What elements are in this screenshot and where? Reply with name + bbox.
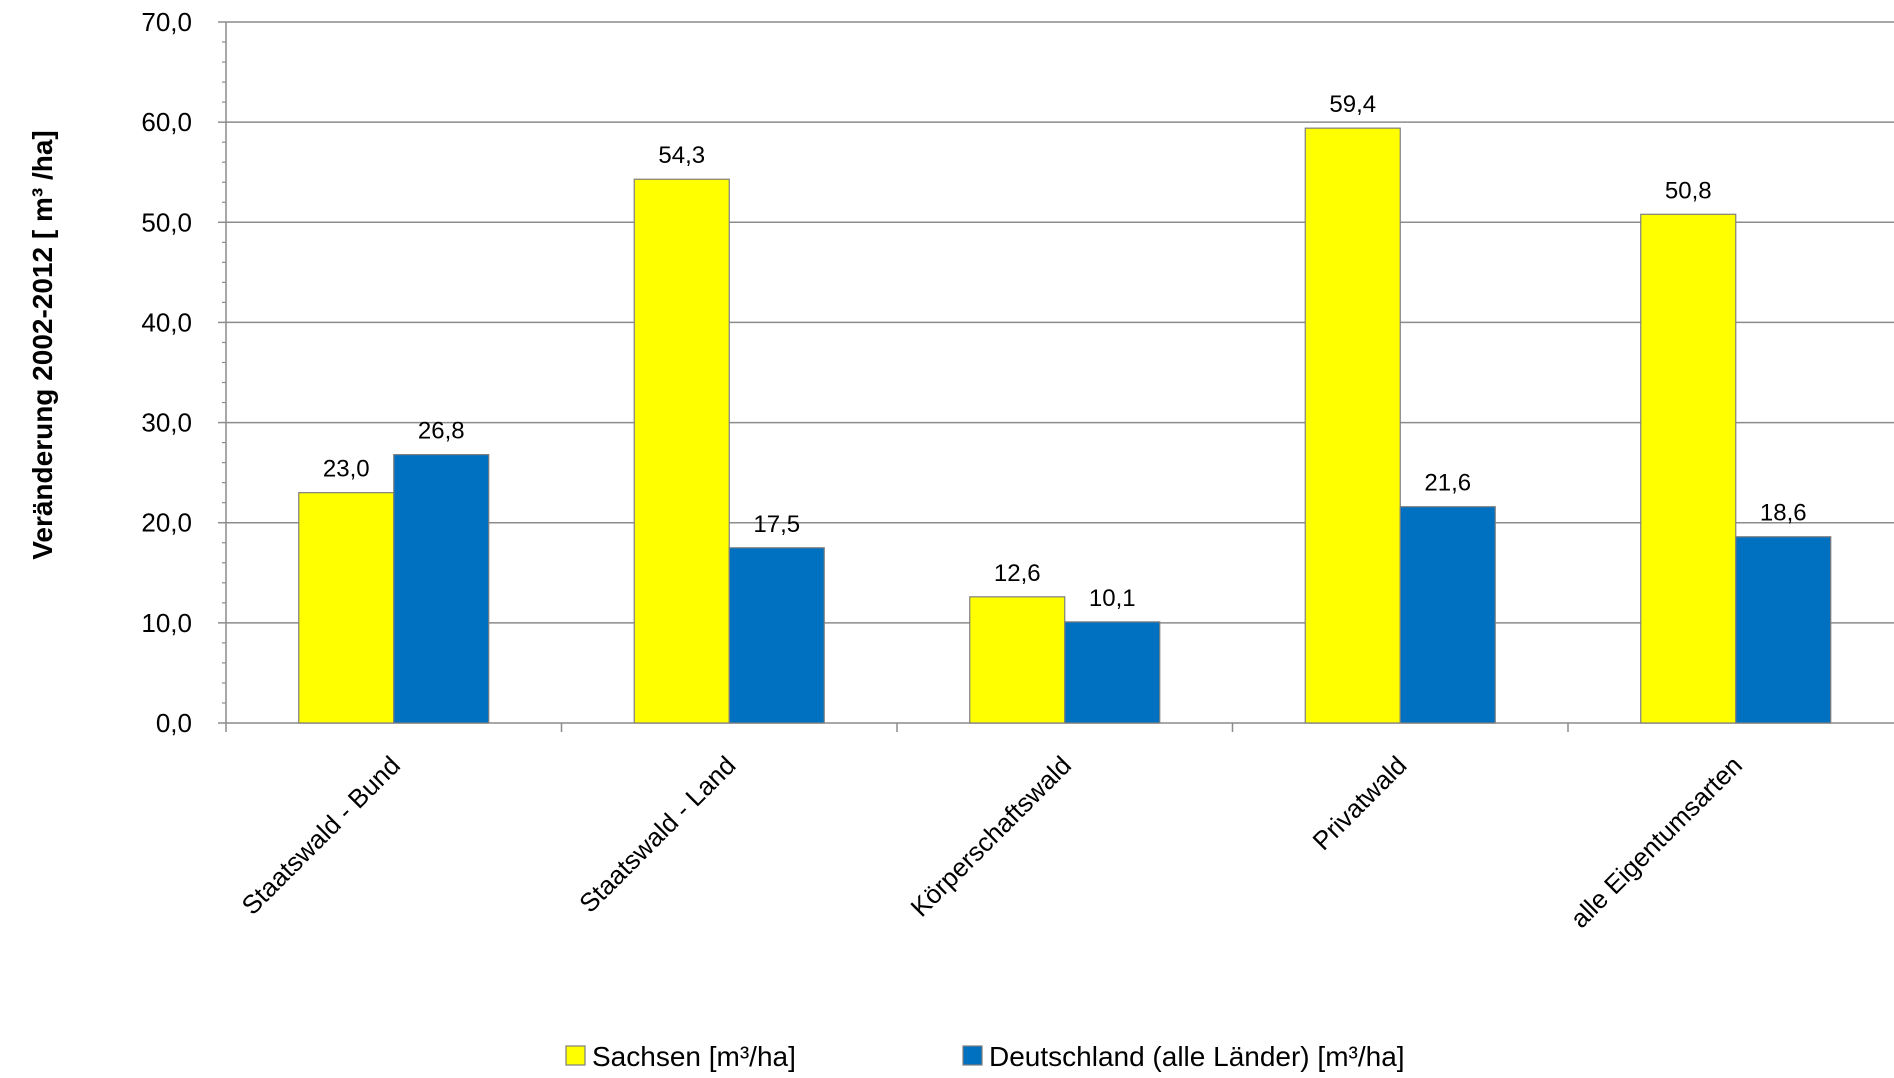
x-category-label: Staatswald - Land (573, 750, 741, 918)
data-label: 18,6 (1760, 500, 1807, 527)
x-category-label: Körperschaftswald (905, 750, 1077, 922)
data-label: 50,8 (1665, 177, 1712, 204)
y-tick-label: 70,0 (141, 7, 192, 37)
legend: Sachsen [m³/ha] Deutschland (alle Länder)… (565, 1041, 1405, 1072)
data-label: 10,1 (1089, 585, 1136, 612)
bar-deutschland (1735, 536, 1832, 724)
y-tick-label: 20,0 (141, 508, 192, 538)
y-tick-label: 50,0 (141, 207, 192, 237)
bar-sachsen (633, 178, 730, 724)
data-label: 17,5 (753, 511, 800, 538)
bar-deutschland (393, 454, 490, 724)
data-label: 59,4 (1329, 91, 1376, 118)
y-tick-label: 40,0 (141, 307, 192, 337)
x-category-label: Staatswald - Bund (236, 750, 406, 920)
data-label: 21,6 (1424, 470, 1471, 497)
data-label: 26,8 (418, 418, 465, 445)
legend-swatch (962, 1045, 983, 1066)
bar-sachsen (1640, 213, 1737, 724)
y-tick-label: 30,0 (141, 408, 192, 438)
data-label: 54,3 (658, 142, 705, 169)
bar-deutschland (1064, 621, 1161, 724)
bar-deutschland (1399, 506, 1496, 724)
y-tick-label: 10,0 (141, 608, 192, 638)
y-axis-title: Veränderung 2002-2012 [ m³ /ha] (27, 130, 58, 560)
bar-sachsen (298, 492, 395, 724)
gridlines (226, 21, 1894, 624)
y-tick-label: 0,0 (156, 708, 192, 738)
legend-label: Sachsen [m³/ha] (592, 1041, 796, 1072)
bar-sachsen (1304, 127, 1401, 724)
bars (298, 127, 1832, 724)
legend-swatch (565, 1045, 586, 1066)
legend-label: Deutschland (alle Länder) [m³/ha] (989, 1041, 1405, 1072)
data-label: 23,0 (323, 456, 370, 483)
bar-deutschland (728, 547, 825, 724)
data-label: 12,6 (994, 560, 1041, 587)
bar-sachsen (969, 596, 1066, 724)
y-tick-label: 60,0 (141, 107, 192, 137)
x-category-label: alle Eigentumsarten (1564, 750, 1748, 934)
x-category-label: Privatwald (1306, 750, 1412, 856)
labels: 0,0 10,0 20,0 30,0 40,0 50,0 60,0 70,0 23,0 26,8 S… (141, 7, 1806, 934)
